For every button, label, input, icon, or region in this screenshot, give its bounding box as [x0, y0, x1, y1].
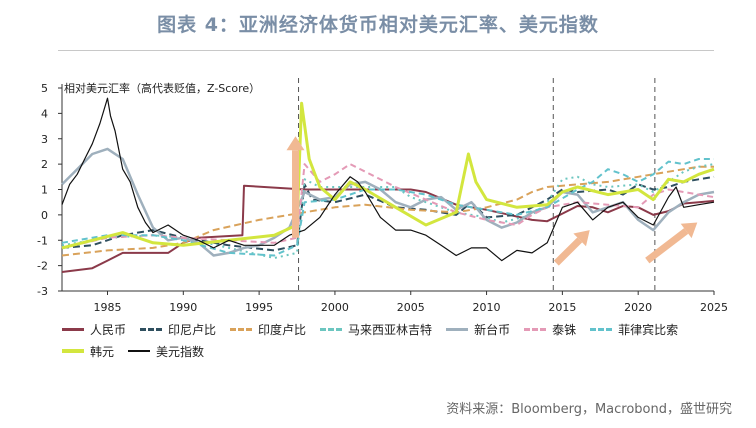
legend-label: 人民币 — [90, 322, 127, 337]
series-line-3 — [61, 165, 714, 257]
trend-arrow-shaft — [553, 237, 583, 266]
x-tick-label: 2020 — [624, 301, 652, 314]
y-tick-label: -3 — [37, 285, 48, 298]
chart-legend: 人民币 印尼卢比 印度卢比 马来西亚林吉特 新台币 泰铢 菲律宾比索 韩元 美元指数 — [62, 318, 722, 362]
series-line-7 — [61, 158, 714, 257]
legend-item-9: 美元指数 — [128, 343, 204, 360]
legend-swatch — [230, 327, 253, 331]
legend-swatch — [62, 349, 84, 353]
y-tick-label: 3 — [41, 133, 48, 146]
legend-row: 韩元 美元指数 — [62, 340, 722, 362]
y-tick-label: 0 — [41, 209, 48, 222]
legend-label: 韩元 — [90, 344, 115, 359]
trend-arrow-head — [286, 136, 305, 151]
y-tick-label: -1 — [37, 234, 48, 247]
series-line-6 — [61, 163, 715, 249]
legend-swatch — [140, 327, 163, 331]
legend-item-6: 泰铢 — [524, 321, 576, 338]
trend-arrow-head — [680, 222, 698, 239]
x-tick-label: 2000 — [321, 301, 349, 314]
series-line-8 — [61, 101, 715, 250]
x-tick-label: 2010 — [473, 301, 501, 314]
y-tick-label: 4 — [41, 107, 48, 120]
series-line-5 — [61, 147, 715, 257]
chart-axes: 5 4 3 2 1 0 -1 -2 -3 1985 1990 1995 2000 2005 2010 2015… — [37, 82, 728, 314]
y-tick-label: 1 — [41, 184, 48, 197]
legend-swatch — [320, 327, 343, 331]
trend-arrows — [286, 136, 698, 266]
legend-item-5: 新台币 — [446, 321, 510, 338]
title-divider — [58, 50, 714, 51]
y-axis-label: 相对美元汇率（高代表贬值，Z-Score） — [64, 81, 260, 95]
series-lines — [61, 97, 715, 273]
legend-swatch — [590, 327, 613, 331]
series-line-4 — [61, 163, 715, 259]
x-tick-label: 1995 — [245, 301, 273, 314]
legend-swatch — [524, 327, 547, 331]
legend-swatch — [128, 350, 151, 352]
legend-label: 马来西亚林吉特 — [348, 322, 433, 337]
y-tick-label: 2 — [41, 158, 48, 171]
legend-label: 菲律宾比索 — [618, 322, 679, 337]
x-tick-label: 2025 — [700, 301, 728, 314]
legend-label: 新台币 — [474, 322, 511, 337]
x-tick-label: 1990 — [169, 301, 197, 314]
legend-item-8: 韩元 — [62, 343, 114, 360]
legend-swatch — [446, 327, 469, 331]
legend-label: 美元指数 — [156, 344, 205, 359]
legend-item-7: 菲律宾比索 — [590, 321, 678, 338]
source-note: 资料来源：Bloomberg，Macrobond，盛世研究 — [446, 402, 732, 417]
y-tick-label: -2 — [37, 260, 48, 273]
y-tick-label: 5 — [41, 82, 48, 95]
trend-arrow-shaft — [645, 228, 689, 264]
legend-label: 印度卢比 — [258, 322, 307, 337]
legend-item-4: 马来西亚林吉特 — [320, 321, 432, 338]
x-tick-label: 1985 — [93, 301, 121, 314]
series-line-2 — [61, 175, 715, 252]
legend-label: 泰铢 — [552, 322, 577, 337]
trend-arrow-head — [573, 230, 590, 247]
legend-item-2: 印尼卢比 — [140, 321, 216, 338]
legend-swatch — [62, 327, 84, 331]
legend-item-3: 印度卢比 — [230, 321, 306, 338]
x-tick-label: 2015 — [548, 301, 576, 314]
series-line-9 — [61, 97, 715, 262]
x-tick-label: 2005 — [397, 301, 425, 314]
legend-label: 印尼卢比 — [168, 322, 217, 337]
page-title: 图表 4：亚洲经济体货币相对美元汇率、美元指数 — [157, 14, 599, 36]
legend-row: 人民币 印尼卢比 印度卢比 马来西亚林吉特 新台币 泰铢 菲律宾比索 — [62, 318, 722, 340]
legend-item-1: 人民币 — [62, 321, 126, 338]
